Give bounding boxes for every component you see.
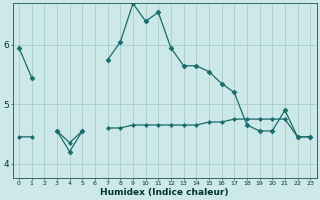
X-axis label: Humidex (Indice chaleur): Humidex (Indice chaleur) [100,188,229,197]
